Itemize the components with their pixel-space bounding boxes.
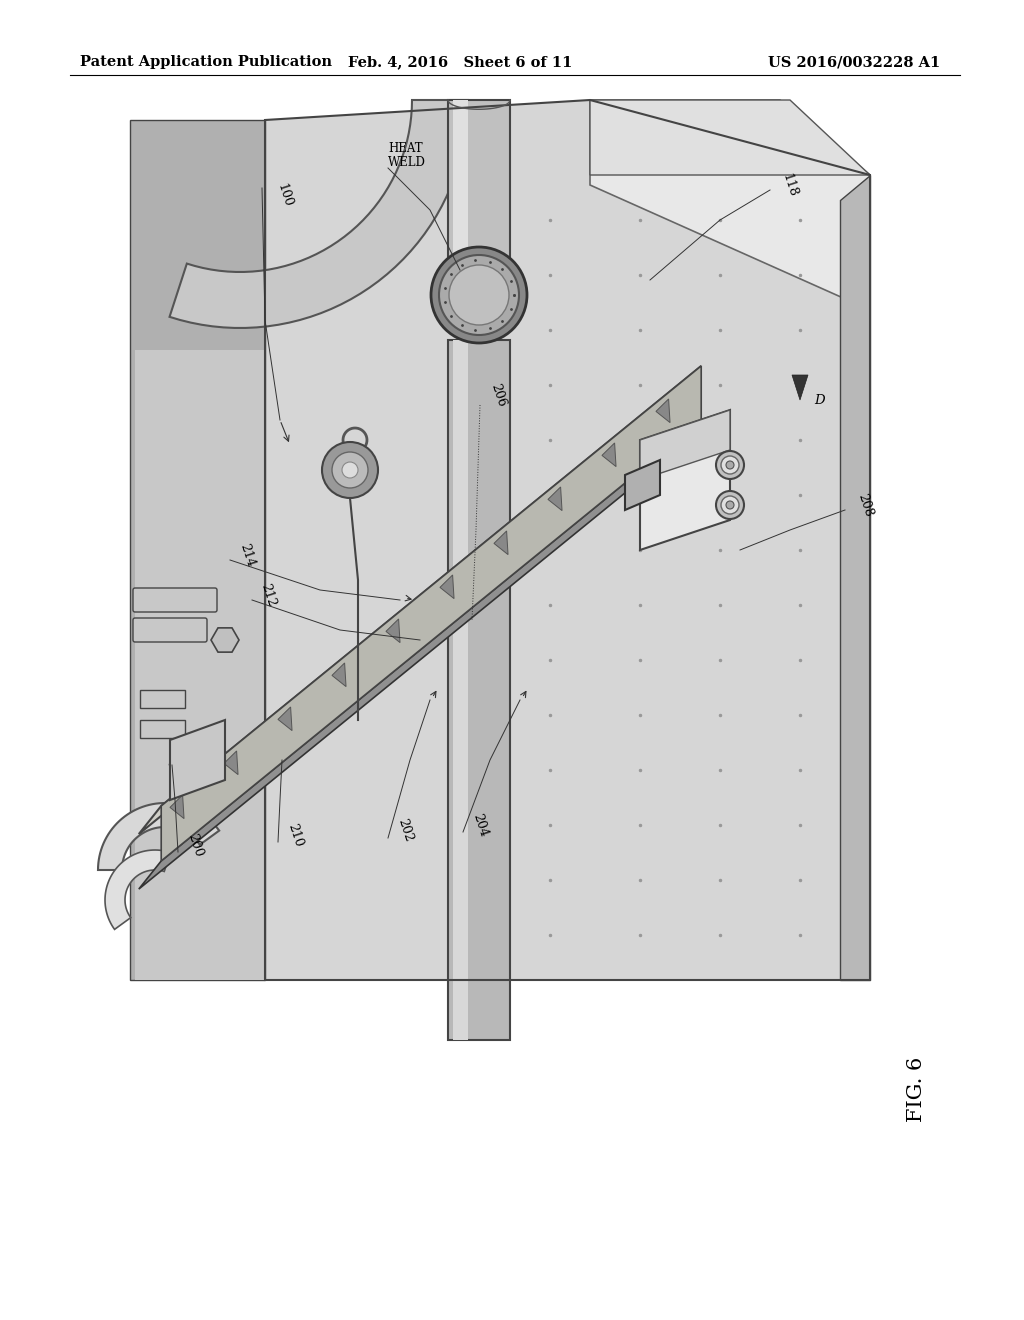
- Text: 214: 214: [237, 541, 257, 569]
- Polygon shape: [656, 399, 670, 422]
- Polygon shape: [548, 487, 562, 511]
- Polygon shape: [170, 719, 225, 800]
- Text: HEAT: HEAT: [388, 141, 423, 154]
- Circle shape: [721, 496, 739, 513]
- Text: D: D: [815, 393, 825, 407]
- Text: 100: 100: [275, 182, 295, 209]
- Polygon shape: [98, 803, 219, 870]
- Text: 206: 206: [488, 381, 508, 408]
- Text: Patent Application Publication: Patent Application Publication: [80, 55, 332, 69]
- Circle shape: [721, 455, 739, 474]
- Polygon shape: [265, 100, 870, 979]
- Text: FIG. 6: FIG. 6: [907, 1056, 926, 1122]
- Bar: [140, 719, 185, 738]
- Polygon shape: [130, 120, 265, 979]
- Polygon shape: [105, 850, 170, 929]
- FancyBboxPatch shape: [133, 618, 207, 642]
- Polygon shape: [386, 619, 400, 643]
- Polygon shape: [792, 375, 808, 400]
- Circle shape: [449, 265, 509, 325]
- Text: 210: 210: [285, 821, 305, 849]
- Text: 200: 200: [185, 832, 205, 858]
- Polygon shape: [590, 100, 870, 176]
- Circle shape: [342, 462, 358, 478]
- Polygon shape: [625, 459, 660, 510]
- Polygon shape: [135, 350, 265, 979]
- Polygon shape: [211, 628, 239, 652]
- Bar: [453, 341, 468, 1040]
- Polygon shape: [494, 531, 508, 554]
- Bar: [453, 100, 468, 319]
- Circle shape: [726, 502, 734, 510]
- FancyBboxPatch shape: [133, 587, 217, 612]
- Text: 118: 118: [780, 172, 800, 198]
- Polygon shape: [640, 411, 730, 480]
- Polygon shape: [224, 751, 238, 775]
- Circle shape: [322, 442, 378, 498]
- Circle shape: [716, 451, 744, 479]
- Polygon shape: [139, 421, 701, 890]
- Polygon shape: [440, 576, 454, 598]
- Polygon shape: [170, 100, 468, 327]
- Polygon shape: [139, 366, 701, 834]
- Text: Feb. 4, 2016   Sheet 6 of 11: Feb. 4, 2016 Sheet 6 of 11: [348, 55, 572, 69]
- Bar: [449, 341, 510, 1040]
- Text: 212: 212: [258, 582, 278, 609]
- Circle shape: [726, 461, 734, 469]
- Polygon shape: [602, 444, 616, 466]
- Circle shape: [332, 451, 368, 488]
- Bar: [140, 690, 185, 708]
- Bar: [449, 100, 510, 319]
- Text: 204: 204: [470, 812, 489, 838]
- Polygon shape: [590, 100, 870, 310]
- Text: US 2016/0032228 A1: US 2016/0032228 A1: [768, 55, 940, 69]
- Polygon shape: [278, 708, 292, 730]
- Polygon shape: [840, 176, 870, 979]
- Text: 208: 208: [855, 491, 874, 519]
- Text: WELD: WELD: [388, 156, 426, 169]
- Circle shape: [439, 255, 519, 335]
- Polygon shape: [170, 795, 184, 818]
- Circle shape: [716, 491, 744, 519]
- Polygon shape: [332, 663, 346, 686]
- Polygon shape: [640, 411, 730, 550]
- Text: 202: 202: [395, 817, 415, 843]
- Polygon shape: [161, 366, 701, 861]
- Circle shape: [431, 247, 527, 343]
